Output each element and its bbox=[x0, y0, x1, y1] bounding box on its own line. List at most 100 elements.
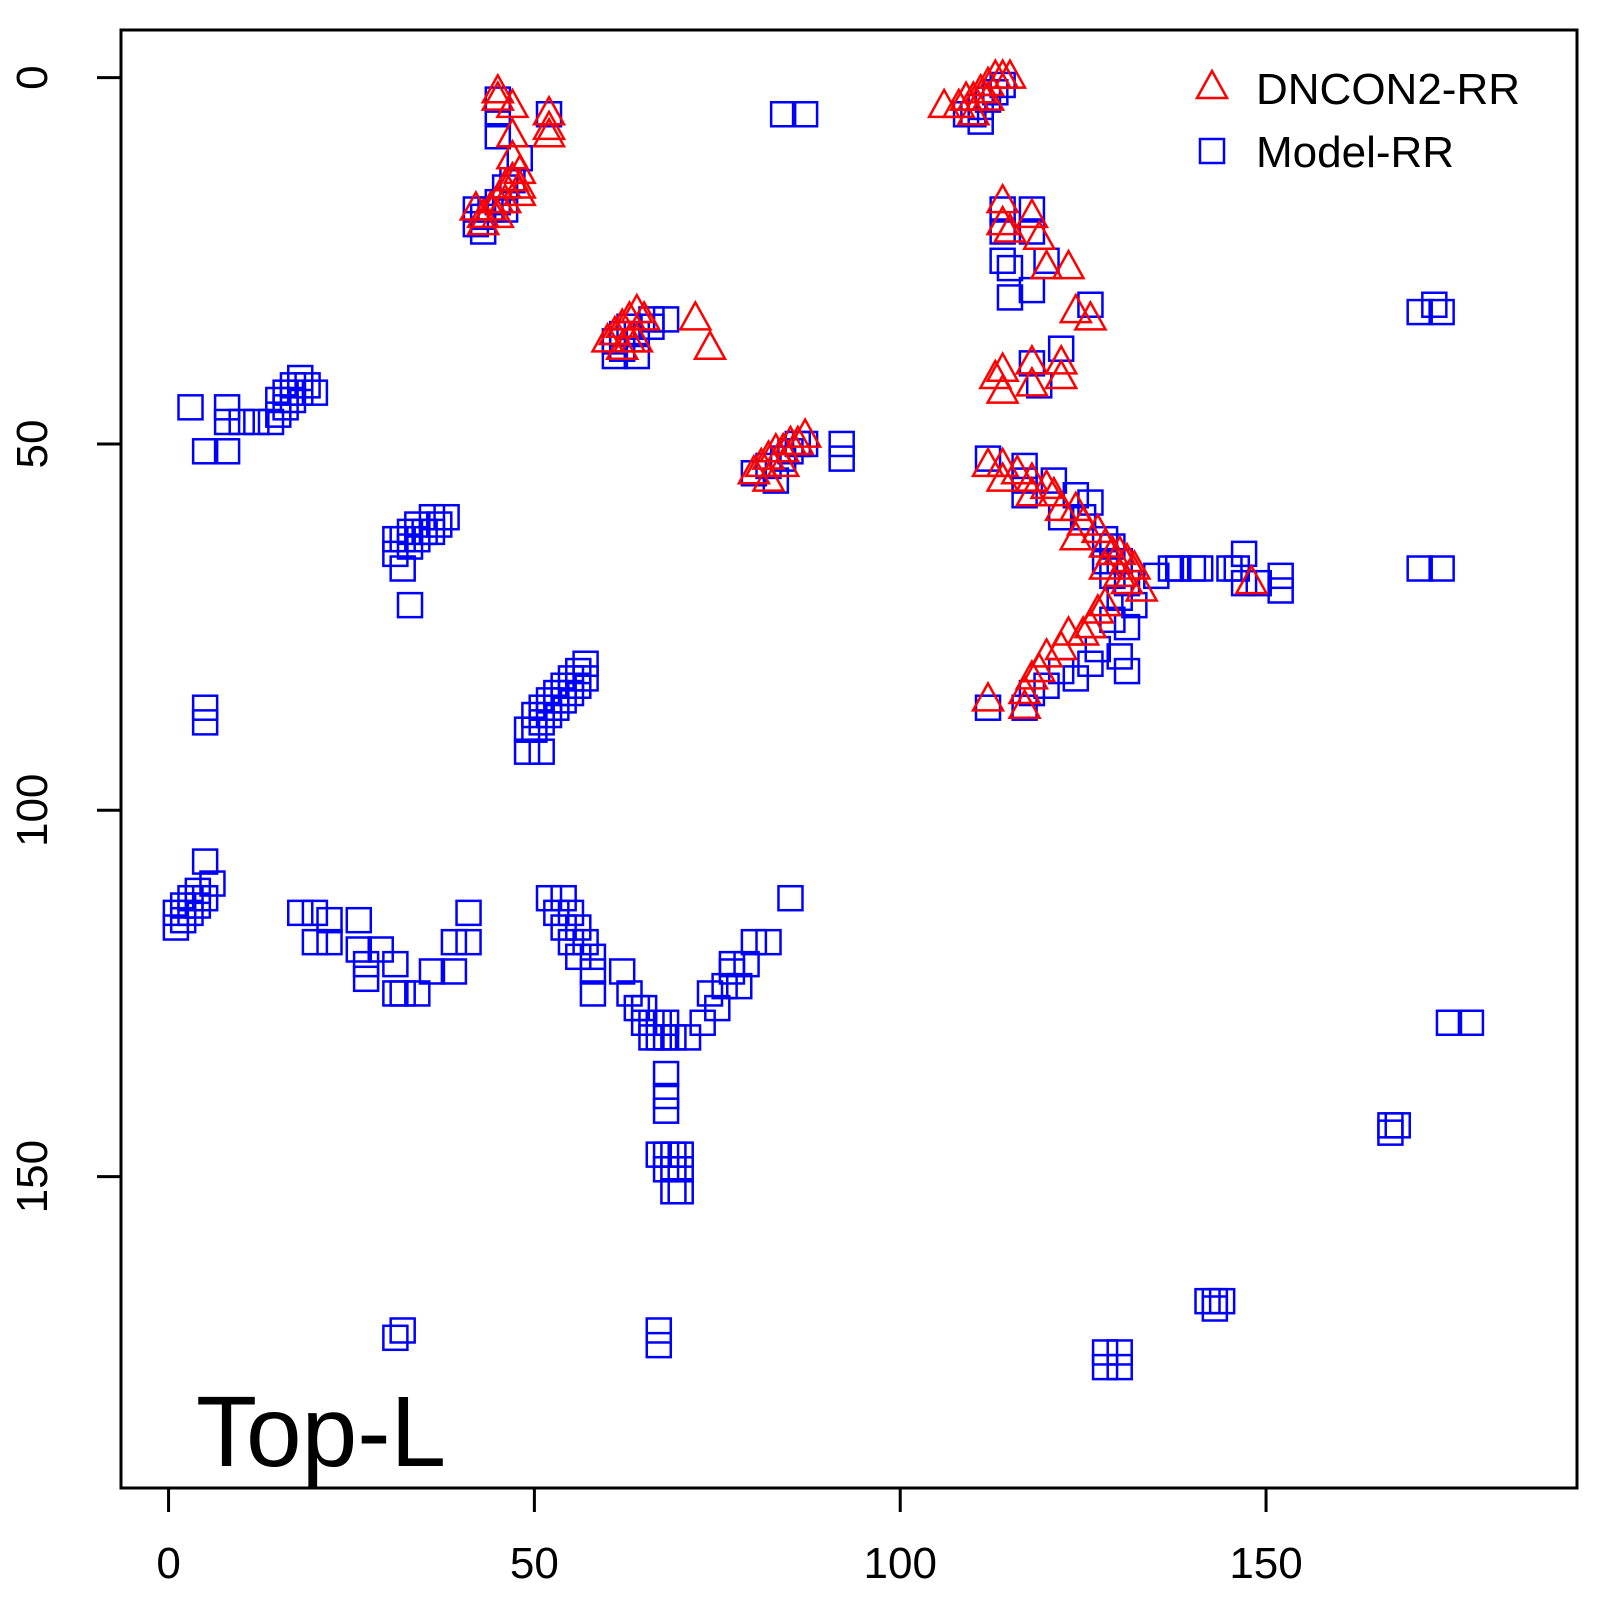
model-rr-point bbox=[630, 994, 658, 1022]
dncon2-rr-point bbox=[1014, 475, 1050, 507]
model-rr-point bbox=[1113, 657, 1141, 685]
model-rr-point bbox=[667, 1156, 694, 1183]
dncon2-rr-point bbox=[1087, 526, 1123, 558]
model-rr-point bbox=[279, 372, 307, 399]
model-rr-point bbox=[667, 1141, 694, 1168]
model-rr-point bbox=[1245, 569, 1272, 597]
model-rr-point bbox=[718, 950, 746, 978]
x-axis: 0 50 100 150 bbox=[156, 1486, 1303, 1588]
model-rr-point bbox=[1384, 1112, 1411, 1139]
model-rr-point bbox=[352, 965, 380, 993]
model-rr-point bbox=[579, 958, 607, 985]
model-rr-point bbox=[1421, 291, 1448, 318]
dncon2-rr-point bbox=[970, 80, 1006, 111]
model-rr-point bbox=[191, 438, 219, 465]
model-rr-point bbox=[440, 958, 468, 985]
model-rr-point bbox=[389, 1317, 416, 1344]
dncon2-rr-point bbox=[985, 446, 1020, 478]
model-rr-point bbox=[418, 518, 446, 546]
dncon2-rr-point bbox=[605, 329, 640, 360]
model-rr-point bbox=[389, 525, 416, 553]
model-rr-point bbox=[1201, 1287, 1229, 1315]
plot-frame bbox=[119, 28, 1579, 1490]
model-rr-point bbox=[279, 386, 307, 414]
model-rr-point bbox=[660, 1156, 687, 1183]
dncon2-rr-point bbox=[480, 80, 515, 111]
model-rr-point bbox=[828, 445, 855, 472]
model-rr-point bbox=[191, 884, 219, 912]
model-rr-point bbox=[513, 738, 541, 765]
model-rr-point bbox=[645, 1141, 673, 1168]
model-rr-point bbox=[1077, 291, 1104, 318]
model-rr-point bbox=[396, 518, 424, 546]
model-rr-point bbox=[696, 980, 724, 1007]
legend-square-icon bbox=[1198, 137, 1226, 165]
dncon2-rr-point bbox=[1029, 468, 1064, 500]
y-tick-label: 150 bbox=[8, 1140, 57, 1213]
model-rr-point bbox=[1018, 276, 1046, 304]
dncon2-rr-point bbox=[1000, 453, 1035, 485]
model-rr-point bbox=[1106, 1353, 1133, 1381]
model-rr-point bbox=[162, 914, 190, 941]
model-rr-point bbox=[177, 884, 204, 912]
x-tick-label: 150 bbox=[1229, 1539, 1302, 1588]
model-rr-point bbox=[418, 958, 446, 985]
dncon2-rr-point bbox=[1058, 292, 1093, 324]
model-rr-point bbox=[652, 1024, 680, 1051]
model-rr-point bbox=[1157, 555, 1185, 582]
model-rr-point bbox=[513, 716, 541, 743]
model-rr-point bbox=[455, 928, 482, 956]
model-rr-point bbox=[1018, 350, 1046, 377]
chart-annotation: Top-L bbox=[196, 1376, 446, 1488]
model-rr-point bbox=[565, 657, 592, 685]
model-rr-point bbox=[630, 1009, 658, 1037]
model-rr-point bbox=[755, 452, 782, 480]
dncon2-rr-point bbox=[458, 189, 493, 221]
model-rr-point bbox=[638, 1009, 665, 1037]
dncon2-rr-point bbox=[1051, 248, 1086, 280]
model-rr-point bbox=[1099, 606, 1126, 634]
dncon2-rr-point bbox=[590, 321, 625, 353]
dncon2-rr-point bbox=[627, 299, 662, 331]
model-rr-point bbox=[272, 394, 299, 421]
model-rr-point bbox=[528, 738, 555, 765]
dncon2-rr-point bbox=[978, 358, 1013, 390]
model-rr-point bbox=[1179, 555, 1207, 582]
dncon2-rr-point bbox=[1007, 673, 1042, 705]
dncon2-rr-point bbox=[787, 417, 823, 448]
x-tick-label: 0 bbox=[156, 1539, 180, 1588]
model-rr-point bbox=[660, 1178, 687, 1205]
model-rr-point bbox=[301, 899, 329, 927]
model-rr-point bbox=[543, 679, 570, 707]
model-rr-point bbox=[396, 533, 424, 560]
model-rr-point bbox=[557, 679, 585, 707]
model-rr-point bbox=[1428, 555, 1455, 582]
model-rr-point bbox=[660, 1024, 687, 1051]
model-rr-point bbox=[616, 980, 643, 1007]
model-rr-point bbox=[1208, 1287, 1236, 1315]
dncon2-rr-point bbox=[1102, 534, 1137, 566]
model-rr-point bbox=[718, 958, 746, 985]
model-rr-point bbox=[396, 591, 424, 619]
dncon2-rr-point bbox=[1044, 343, 1079, 375]
model-rr-point bbox=[301, 928, 329, 956]
model-rr-point bbox=[382, 525, 409, 553]
model-rr-point bbox=[1121, 591, 1148, 619]
model-rr-point bbox=[579, 980, 607, 1007]
model-rr-point bbox=[1113, 613, 1141, 641]
model-rr-point bbox=[528, 709, 555, 736]
model-rr-point bbox=[521, 701, 548, 729]
y-axis: 0 50 100 150 bbox=[8, 65, 123, 1213]
model-rr-point bbox=[645, 1317, 673, 1344]
model-rr-point bbox=[711, 972, 738, 1000]
dncon2-rr-point bbox=[1007, 688, 1042, 719]
legend-triangle-icon bbox=[1194, 68, 1230, 100]
model-rr-point bbox=[382, 540, 409, 568]
model-rr-point bbox=[996, 284, 1024, 311]
dncon2-rr-point bbox=[1087, 585, 1123, 617]
model-rr-point bbox=[1091, 1353, 1119, 1381]
model-rr-point bbox=[1428, 298, 1455, 326]
legend-label: DNCON2-RR bbox=[1256, 65, 1520, 114]
model-rr-point bbox=[689, 1009, 716, 1037]
